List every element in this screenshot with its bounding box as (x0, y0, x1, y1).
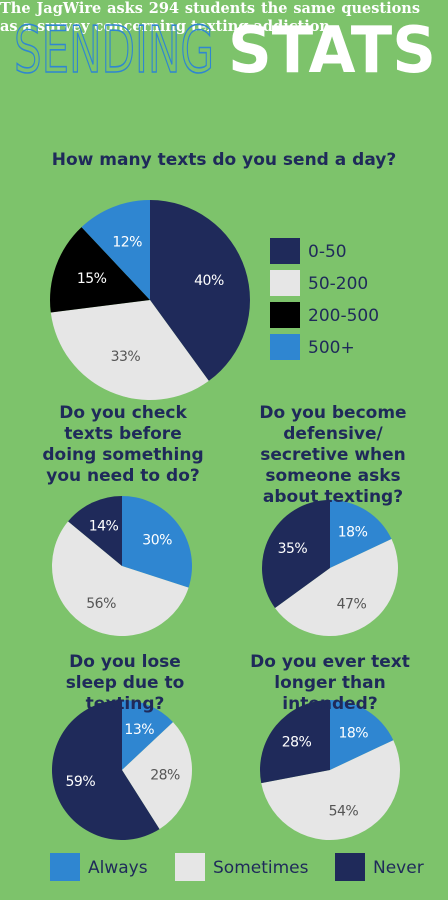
pie-slice (51, 521, 189, 637)
pie-slice (150, 200, 250, 381)
legend-label: Sometimes (213, 858, 309, 878)
pie-title: Do you become defensive/ secretive when … (259, 403, 407, 507)
pie: 18% 47% 35% (262, 500, 399, 637)
pie-slice (51, 700, 160, 841)
pie-slice (50, 227, 150, 313)
legend-swatch (175, 853, 205, 881)
slice-label: 13% (124, 722, 154, 738)
pie: 30% 56% 14% (51, 496, 192, 637)
pie-slice (262, 500, 330, 608)
legend-label: 50-200 (308, 274, 368, 294)
slice-label: 54% (329, 803, 359, 819)
slice-label: 40% (194, 273, 224, 289)
slice-label: 28% (150, 767, 180, 783)
legend-swatch (270, 238, 300, 264)
legend-swatch (335, 853, 365, 881)
title-bold: STATS (228, 14, 436, 88)
pie-slice (122, 722, 192, 830)
slice-label: 12% (112, 234, 142, 250)
legend-label: 200-500 (308, 306, 379, 326)
legend-label: Always (88, 858, 148, 878)
legend-swatch (270, 334, 300, 360)
pie-title: Do you ever text longer than intended? (250, 652, 410, 714)
slice-label: 18% (338, 524, 368, 540)
legend-label: 0-50 (308, 242, 347, 262)
pie-slice (330, 500, 392, 568)
pie-slice (330, 700, 394, 770)
pie: 18% 54% 28% (260, 700, 400, 840)
pie-slice (81, 200, 150, 300)
pie-title: Do you lose sleep due to texting? (65, 652, 185, 714)
pie: 40% 33% 15% 12% (50, 200, 250, 400)
legend-label: Never (373, 858, 424, 878)
subtitle: The JagWire asks 294 students the same q… (0, 0, 420, 35)
pie-slice (50, 300, 209, 400)
pie-title: Do you check texts before doing somethin… (42, 403, 204, 486)
legend-label: 500+ (308, 338, 355, 358)
slice-label: 30% (142, 532, 172, 548)
pie-slice (274, 539, 399, 637)
slice-label: 47% (337, 596, 367, 612)
legend-swatch (270, 302, 300, 328)
pie-slice (260, 700, 330, 784)
pie-slice (122, 700, 174, 770)
slice-label: 15% (77, 271, 107, 287)
slice-label: 35% (278, 541, 308, 557)
pie-slice (261, 740, 400, 840)
pie-slice (68, 496, 122, 566)
slice-label: 56% (86, 596, 116, 612)
legend-swatch (50, 853, 80, 881)
slice-label: 28% (282, 734, 312, 750)
pie: 13% 28% 59% (51, 700, 192, 841)
title-light: SENDING (14, 14, 214, 88)
legend-swatch (270, 270, 300, 296)
slice-label: 18% (338, 725, 368, 741)
slice-label: 14% (89, 519, 119, 535)
pie-title: How many texts do you send a day? (51, 150, 397, 170)
slice-label: 59% (66, 774, 96, 790)
slice-label: 33% (111, 349, 141, 365)
pie-slice (122, 496, 192, 588)
